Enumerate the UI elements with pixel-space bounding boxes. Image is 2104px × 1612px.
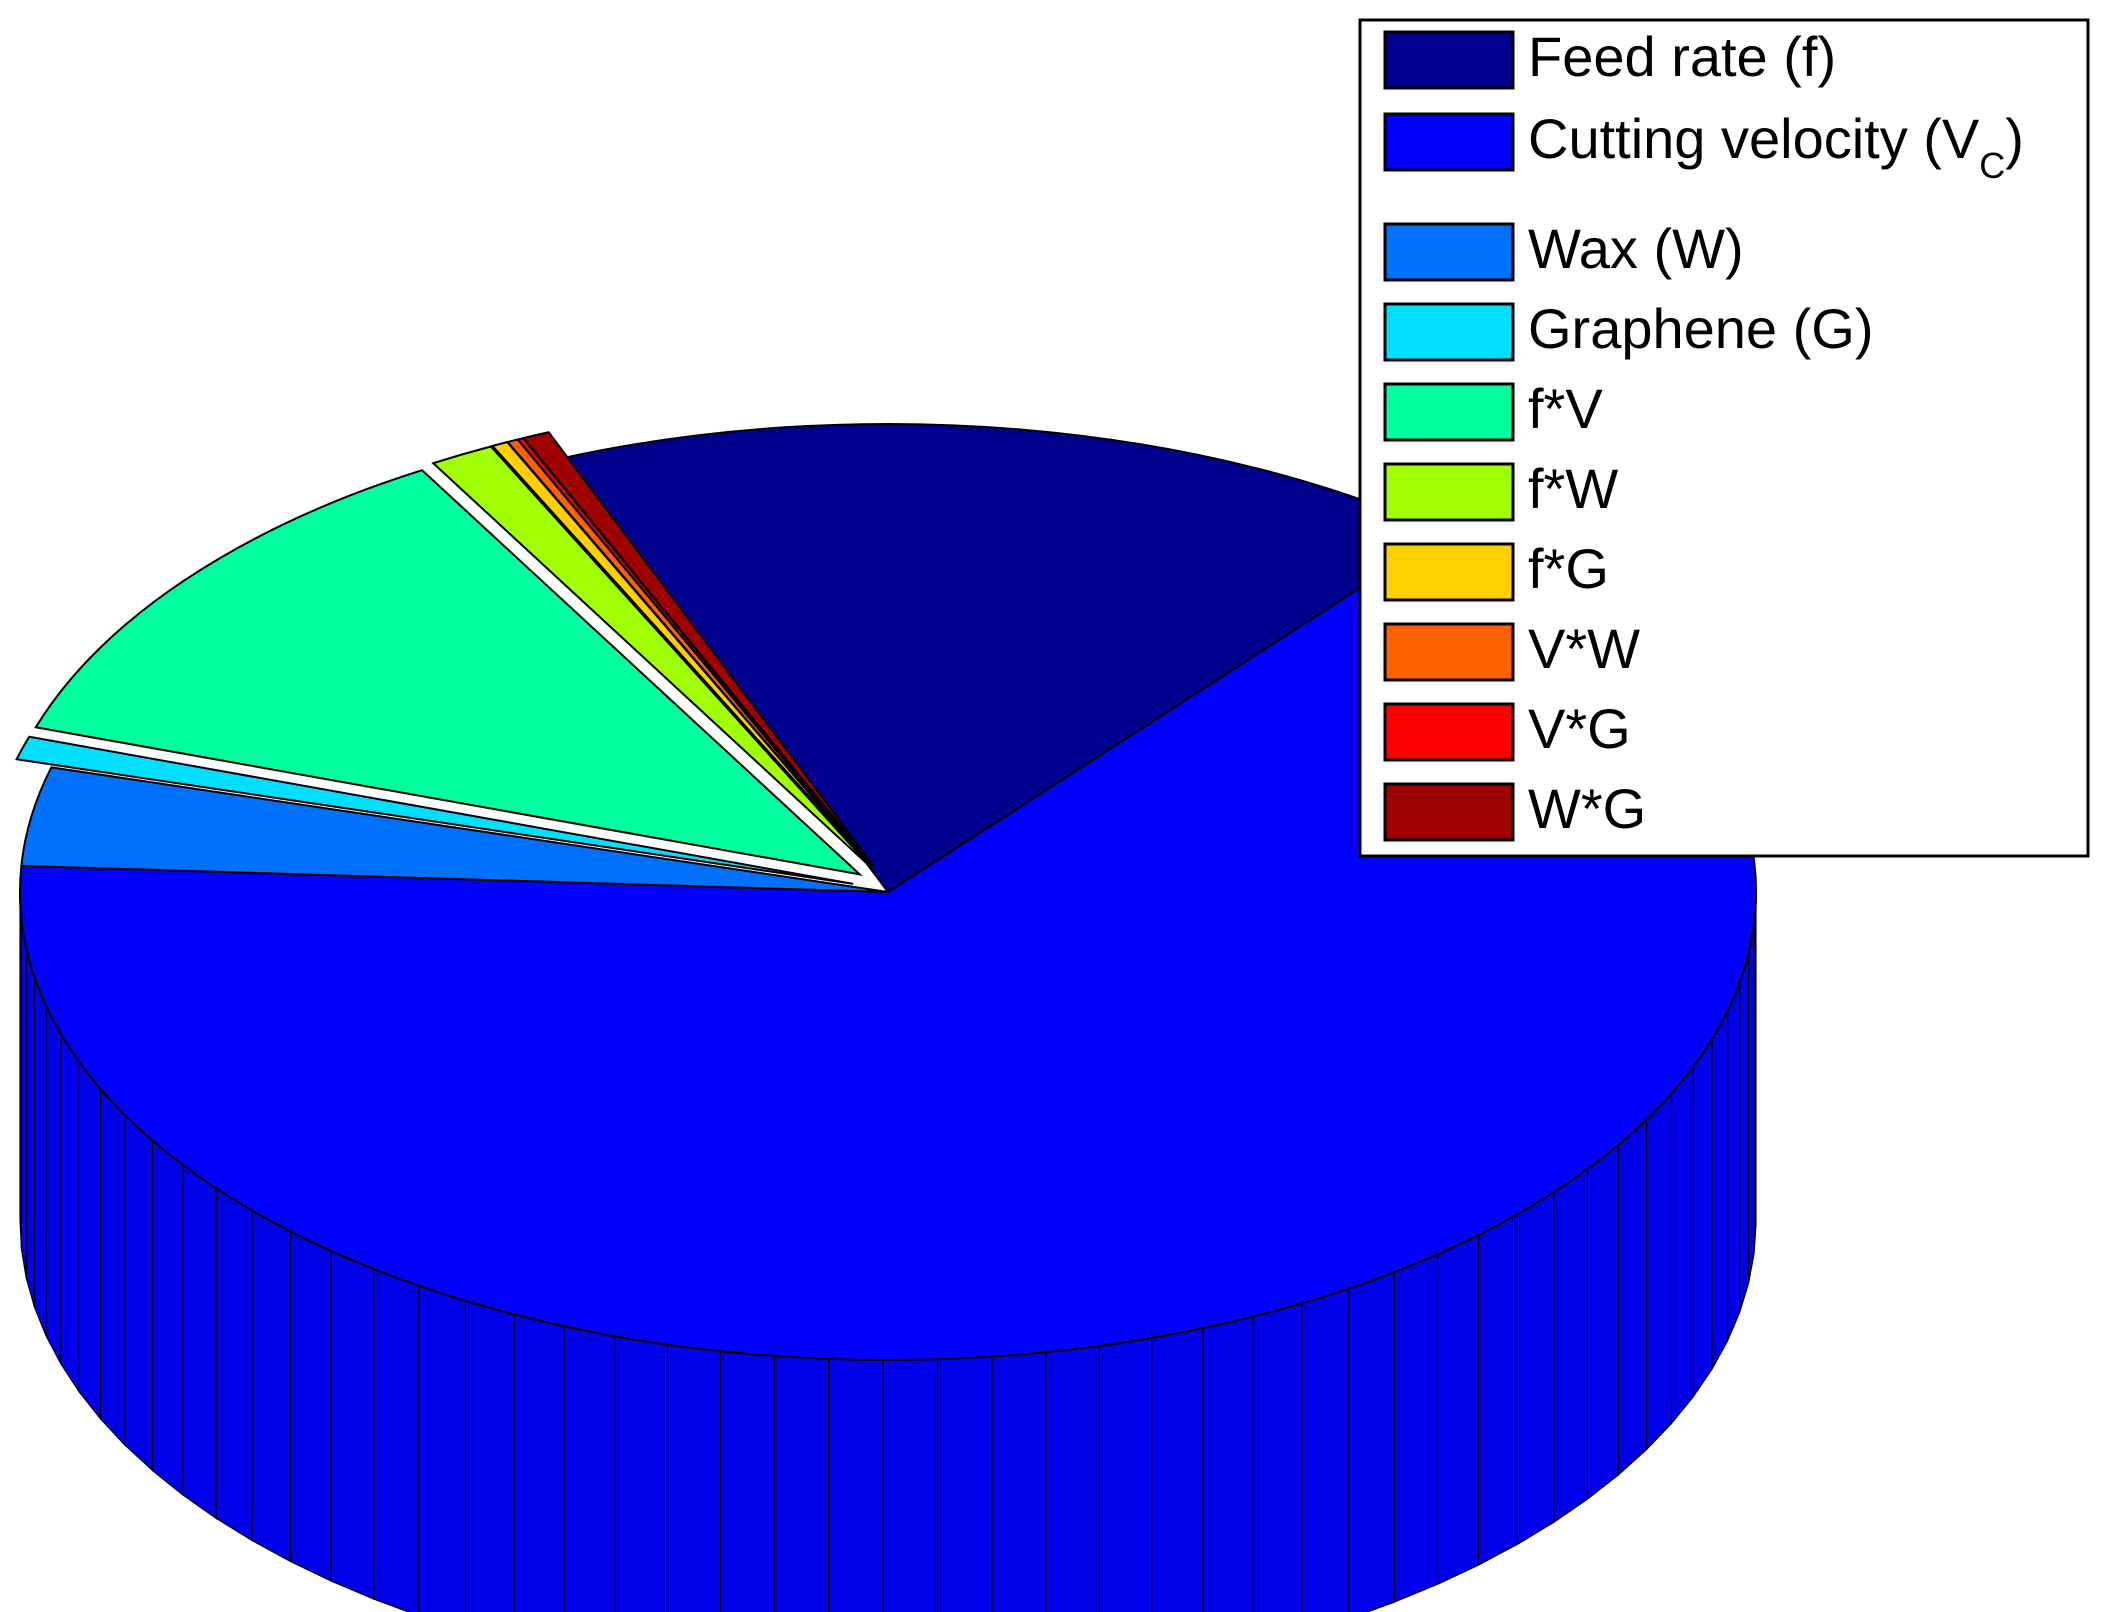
pie-side-strip <box>828 1358 884 1612</box>
legend-swatch <box>1383 302 1515 362</box>
legend: Feed rate (f)Cutting velocity (VC)Wax (W… <box>1358 18 2090 858</box>
pie-side-strip <box>882 1358 939 1612</box>
legend-swatch <box>1383 542 1515 602</box>
legend-label: Graphene (G) <box>1528 297 1874 360</box>
pie-side-strip <box>1586 1143 1619 1501</box>
pie-slice-wax-w <box>20 766 889 893</box>
pie-side-strip <box>1617 1118 1647 1477</box>
legend-label: f*W <box>1528 457 1618 520</box>
pie-side-strip <box>1301 1287 1350 1612</box>
pie-side-strip <box>1739 953 1750 1313</box>
pie-side-strip <box>513 1313 565 1612</box>
pie-side-strip <box>1726 982 1741 1342</box>
pie-side-strip <box>1045 1345 1100 1612</box>
pie-side-strip <box>1711 1010 1729 1370</box>
pie-side-strip <box>330 1250 375 1600</box>
pie-side-strip <box>614 1335 669 1612</box>
pie-side-strip <box>33 976 47 1337</box>
pie-side-strip <box>666 1343 722 1612</box>
pie-side-strip <box>1393 1253 1439 1604</box>
pie-slice-w-g <box>521 431 875 867</box>
legend-label-suffix: ) <box>2005 107 2024 170</box>
pie-side-strip <box>1348 1271 1395 1612</box>
pie-side-strip <box>124 1113 154 1472</box>
legend-swatch <box>1383 782 1515 842</box>
pie-slice-feed-rate-f <box>561 423 1448 894</box>
pie-side-strip <box>25 947 36 1308</box>
legend-swatch <box>1383 30 1515 90</box>
pie-side-strip <box>289 1230 332 1582</box>
pie-side-strip <box>464 1300 515 1612</box>
pie-side-strip <box>1202 1315 1254 1612</box>
legend-label-subscript: C <box>1979 145 2005 186</box>
legend-label: Wax (W) <box>1528 217 1744 280</box>
pie-side-strip <box>1670 1065 1694 1426</box>
pie-side-strip <box>373 1268 420 1612</box>
pie-side-strip <box>45 1005 62 1365</box>
pie-side-walls <box>19 889 1757 1612</box>
pie-side-strip <box>1436 1233 1480 1586</box>
legend-label: V*W <box>1528 617 1640 680</box>
pie-side-strip <box>20 918 27 1279</box>
legend-swatch <box>1383 622 1515 682</box>
legend-label: f*G <box>1528 537 1609 600</box>
pie-side-strip <box>1692 1037 1713 1399</box>
pie-side-strip <box>251 1209 291 1563</box>
pie-slice-f-w <box>431 445 872 869</box>
legend-swatch <box>1383 222 1515 282</box>
pie-side-strip <box>1747 923 1755 1284</box>
pie-side-strip <box>937 1356 993 1612</box>
pie-slice-graphene-g <box>15 735 854 885</box>
pie-side-strip <box>215 1187 253 1542</box>
pie-side-strip <box>78 1060 102 1421</box>
pie-side-strip <box>99 1087 126 1447</box>
pie-side-strip <box>1516 1191 1555 1546</box>
pie-side-strip <box>773 1355 830 1612</box>
pie-side-strip <box>151 1139 184 1497</box>
pie-side-strip <box>19 889 23 1249</box>
pie-side-strip <box>60 1032 80 1394</box>
pie-side-strip <box>1098 1337 1153 1612</box>
legend-swatch <box>1383 702 1515 762</box>
legend-label: Feed rate (f) <box>1528 25 1836 88</box>
legend-swatch <box>1383 462 1515 522</box>
pie-side-strip <box>1553 1168 1588 1524</box>
legend-label: W*G <box>1528 777 1646 840</box>
pie-side-strip <box>1151 1327 1204 1612</box>
pie-side-strip <box>719 1350 776 1612</box>
pie-side-strip <box>1252 1302 1303 1612</box>
pie-side-strip <box>991 1351 1047 1612</box>
pie-top-faces <box>15 423 1757 1361</box>
pie-side-strip <box>182 1163 217 1520</box>
pie-side-strip <box>1645 1092 1672 1452</box>
legend-swatch <box>1383 382 1515 442</box>
legend-swatch <box>1383 112 1515 172</box>
legend-label: f*V <box>1528 377 1603 440</box>
pie-side-strip <box>1478 1213 1519 1566</box>
pie-slice-f-v <box>34 469 863 876</box>
pie-side-strip <box>563 1325 616 1612</box>
pie-side-strip <box>418 1284 467 1612</box>
legend-label: V*G <box>1528 697 1631 760</box>
